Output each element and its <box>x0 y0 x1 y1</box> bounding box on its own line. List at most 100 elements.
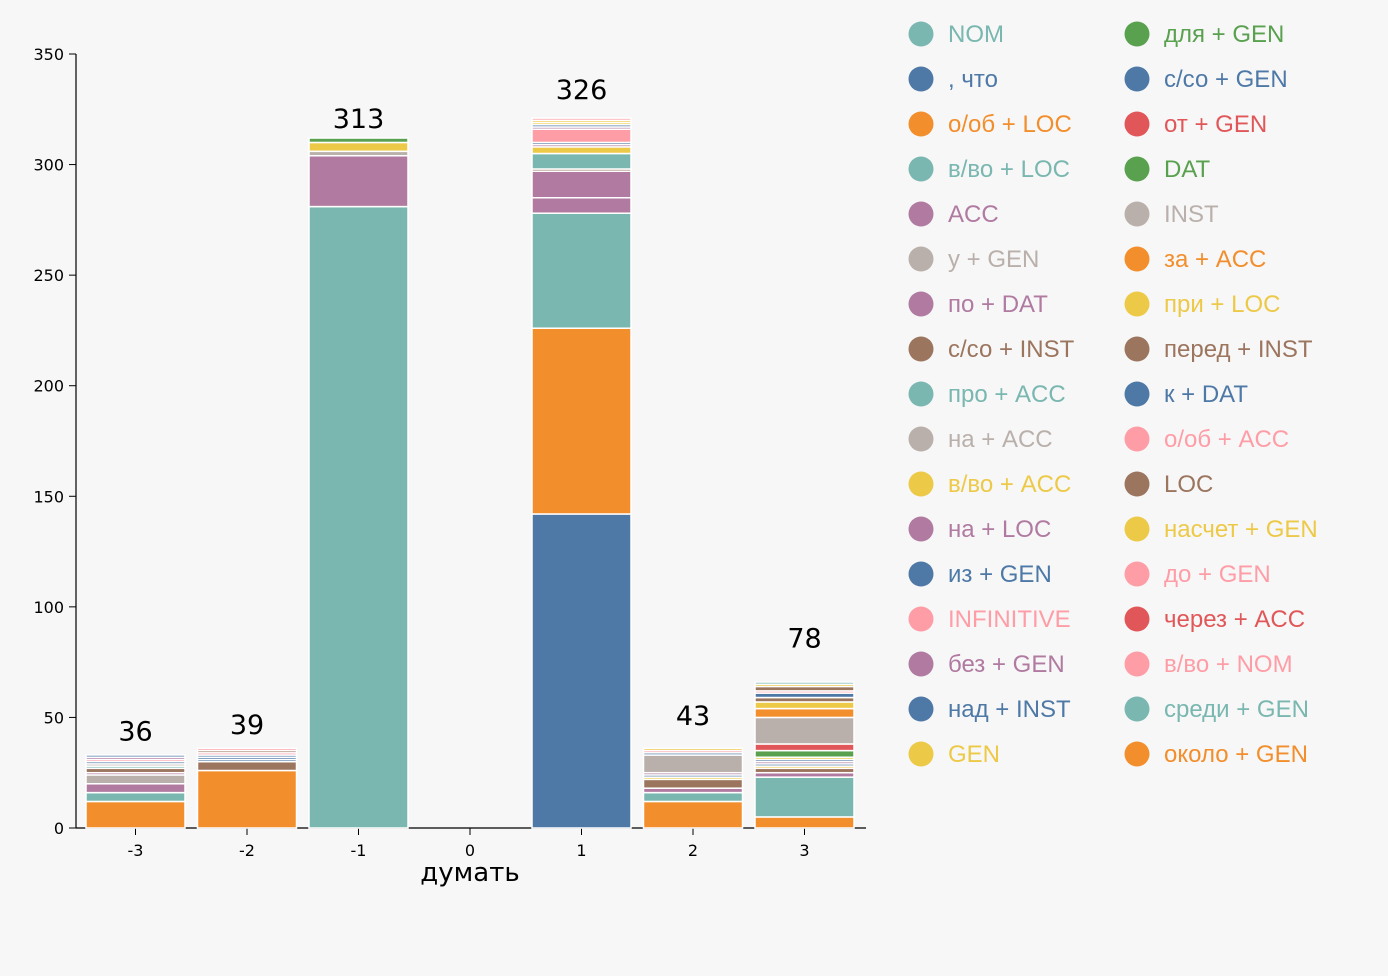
legend-swatch <box>1124 156 1150 182</box>
legend-label: при + LOC <box>1164 291 1280 318</box>
legend-swatch <box>1124 201 1150 227</box>
bar-segment <box>754 707 855 719</box>
legend-label: без + GEN <box>948 651 1065 678</box>
legend-swatch <box>1124 246 1150 272</box>
legend-swatch <box>908 21 934 47</box>
legend-swatch <box>1124 66 1150 92</box>
x-tick-label: -1 <box>351 841 367 860</box>
bar-segment <box>85 791 186 803</box>
legend-swatch <box>908 516 934 542</box>
legend-label: в/во + LOC <box>948 156 1070 183</box>
legend-label: про + ACC <box>948 381 1066 408</box>
bar-total-label: 78 <box>787 624 821 655</box>
legend-label: GEN <box>948 741 1000 768</box>
legend-swatch <box>1124 606 1150 632</box>
legend-swatch <box>908 66 934 92</box>
bar-segment <box>85 800 186 829</box>
legend-label: с/со + INST <box>948 336 1075 363</box>
bar-segment <box>308 205 409 829</box>
bar-segment <box>754 743 855 752</box>
bar-segment <box>754 776 855 818</box>
legend-label: ACC <box>948 201 999 228</box>
y-tick-label: 50 <box>44 708 64 727</box>
y-tick-label: 100 <box>33 598 64 617</box>
legend-swatch <box>1124 516 1150 542</box>
legend: NOM , что о/об + LOC в/во + LOC ACC у + GEN по… <box>908 21 1318 768</box>
legend-label: DAT <box>1164 156 1211 183</box>
legend-swatch <box>908 426 934 452</box>
legend-swatch <box>908 651 934 677</box>
legend-label: за + ACC <box>1164 246 1266 273</box>
bars <box>85 117 855 829</box>
legend-swatch <box>1124 381 1150 407</box>
legend-label: около + GEN <box>1164 741 1308 768</box>
bar-segment <box>754 716 855 745</box>
legend-label: над + INST <box>948 696 1071 723</box>
legend-label: по + DAT <box>948 291 1048 318</box>
legend-label: NOM <box>948 21 1004 48</box>
legend-swatch <box>908 201 934 227</box>
y-tick-label: 300 <box>33 156 64 175</box>
y-axis: 0 50 100 150 200 250 300 350 <box>33 45 77 838</box>
legend-swatch <box>1124 696 1150 722</box>
x-axis: -3 -2 -1 0 1 2 3 <box>76 827 866 860</box>
legend-swatch <box>908 111 934 137</box>
bar-segment <box>85 783 186 794</box>
y-tick-label: 350 <box>33 45 64 64</box>
bar-segment <box>754 816 855 829</box>
legend-swatch <box>908 156 934 182</box>
bar-totals: 36 39 313 326 43 78 <box>118 75 821 747</box>
bar-segment <box>531 128 632 144</box>
bar-segment <box>642 791 744 803</box>
legend-label: до + GEN <box>1164 561 1271 588</box>
x-tick-label: -3 <box>128 841 144 860</box>
legend-label: на + ACC <box>948 426 1053 453</box>
legend-label: INST <box>1164 201 1219 228</box>
legend-label: среди + GEN <box>1164 696 1309 723</box>
bar-segment <box>196 760 298 772</box>
legend-swatch <box>1124 471 1150 497</box>
bar-total-label: 43 <box>676 701 710 732</box>
legend-label: в/во + NOM <box>1164 651 1293 678</box>
legend-label: на + LOC <box>948 516 1051 543</box>
bar-segment <box>531 117 632 122</box>
x-tick-label: -2 <box>239 841 255 860</box>
legend-swatch <box>908 471 934 497</box>
bar-total-label: 326 <box>556 75 608 106</box>
legend-label: с/со + GEN <box>1164 66 1288 93</box>
legend-label: от + GEN <box>1164 111 1267 138</box>
legend-label: у + GEN <box>948 246 1039 273</box>
legend-label: насчет + GEN <box>1164 516 1318 543</box>
legend-swatch <box>1124 21 1150 47</box>
x-tick-label: 2 <box>688 841 698 860</box>
bar-segment <box>642 778 744 789</box>
x-tick-label: 1 <box>576 841 586 860</box>
bar-segment <box>531 152 632 170</box>
bar-segment <box>642 747 744 752</box>
bar-segment <box>531 327 632 515</box>
legend-swatch <box>908 246 934 272</box>
y-tick-label: 250 <box>33 266 64 285</box>
bar-segment <box>531 170 632 199</box>
legend-label: INFINITIVE <box>948 606 1071 633</box>
legend-swatch <box>908 741 934 767</box>
x-tick-label: 0 <box>465 841 475 860</box>
legend-label: , что <box>948 66 998 93</box>
bar-segment <box>754 701 855 710</box>
legend-label: через + ACC <box>1164 606 1305 633</box>
x-tick-label: 3 <box>799 841 809 860</box>
y-tick-label: 0 <box>54 819 64 838</box>
bar-segment <box>308 137 409 144</box>
bar-segment <box>531 212 632 329</box>
bar-total-label: 39 <box>230 710 264 741</box>
bar-segment <box>531 196 632 214</box>
legend-label: LOC <box>1164 471 1213 498</box>
legend-swatch <box>1124 741 1150 767</box>
y-tick-label: 150 <box>33 487 64 506</box>
legend-swatch <box>908 336 934 362</box>
legend-label: для + GEN <box>1164 21 1284 48</box>
legend-swatch <box>908 606 934 632</box>
legend-swatch <box>1124 291 1150 317</box>
legend-swatch <box>908 561 934 587</box>
